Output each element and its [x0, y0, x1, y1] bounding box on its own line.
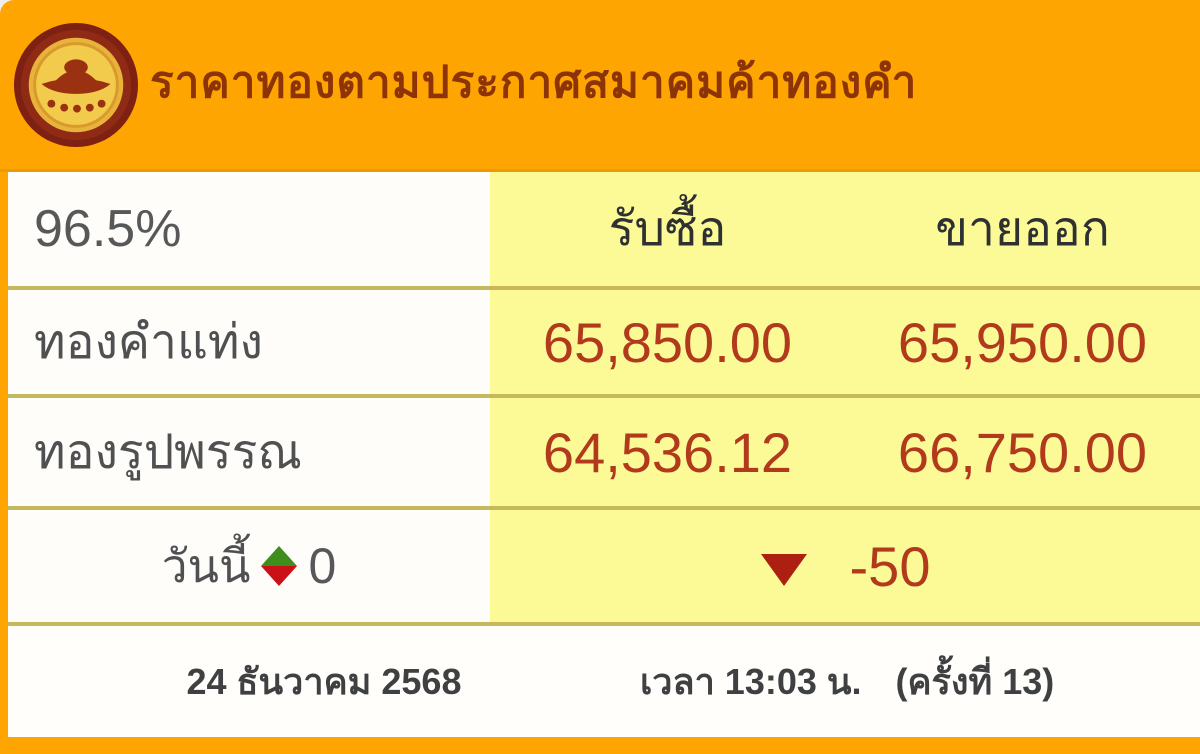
column-header-sell: ขายออก	[935, 203, 1110, 256]
price-date: 24 ธันวาคม 2568	[186, 661, 462, 702]
price-round: (ครั้งที่ 13)	[895, 661, 1055, 702]
gold-ornament-label: ทองรูปพรรณ	[8, 398, 490, 506]
price-time: เวลา 13:03 น.	[640, 661, 862, 702]
footer-row: 24 ธันวาคม 2568 เวลา 13:03 น. (ครั้งที่ …	[8, 626, 1200, 737]
sell-change-value: -50	[849, 534, 931, 598]
sell-change-cell: -50	[490, 510, 1200, 622]
table-row-gold-ornament: ทองรูปพรรณ 64,536.12 66,750.00	[8, 398, 1200, 510]
table-header-row: 96.5% รับซื้อ ขายออก	[8, 172, 1200, 290]
price-table: 96.5% รับซื้อ ขายออก ทองคำแท่ง 65,850.00…	[0, 172, 1200, 737]
gold-bar-buy-price: 65,850.00	[542, 310, 793, 374]
purity-label: 96.5%	[8, 172, 490, 286]
today-change-value: 0	[308, 538, 337, 594]
today-label: วันนี้	[161, 539, 251, 592]
bottom-bar	[0, 737, 1200, 754]
column-headers: รับซื้อ ขายออก	[490, 172, 1200, 286]
column-header-buy: รับซื้อ	[608, 203, 727, 256]
gold-association-seal-icon	[13, 22, 139, 147]
gold-bar-sell-price: 65,950.00	[897, 310, 1148, 374]
gold-ornament-buy-price: 64,536.12	[542, 420, 793, 484]
price-time-group: เวลา 13:03 น. (ครั้งที่ 13)	[640, 653, 1200, 710]
gold-ornament-sell-price: 66,750.00	[897, 420, 1148, 484]
header-bar: ราคาทองตามประกาศสมาคมค้าทองคำ	[0, 0, 1200, 172]
today-change-row: วันนี้ 0 -50	[8, 510, 1200, 626]
page-title: ราคาทองตามประกาศสมาคมค้าทองคำ	[150, 57, 918, 107]
today-change-cell: วันนี้ 0	[8, 510, 490, 622]
diamond-up-down-icon	[261, 546, 298, 586]
table-row-gold-bar: ทองคำแท่ง 65,850.00 65,950.00	[8, 290, 1200, 398]
down-triangle-icon	[760, 554, 807, 586]
gold-bar-label: ทองคำแท่ง	[8, 290, 490, 394]
